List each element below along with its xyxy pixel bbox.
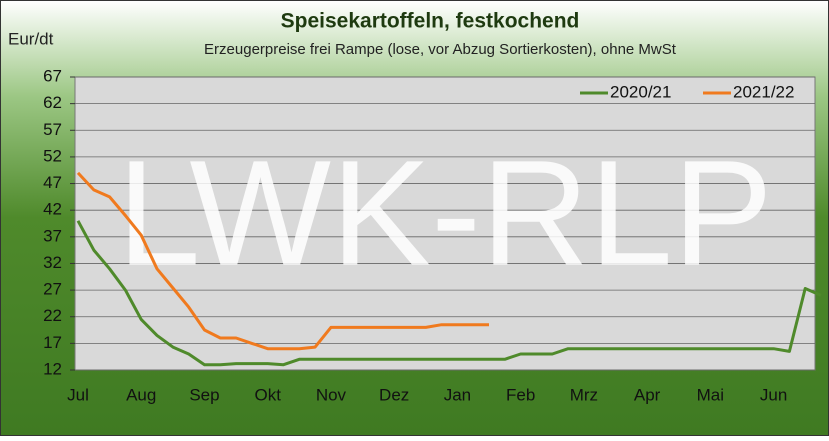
x-tick-label: Jan xyxy=(444,385,471,404)
x-tick-label: Nov xyxy=(316,385,347,404)
series-line xyxy=(76,171,489,351)
y-tick-label: 22 xyxy=(43,306,62,325)
x-tick-label: Jul xyxy=(67,385,89,404)
y-tick-label: 62 xyxy=(43,93,62,112)
y-tick-label: 42 xyxy=(43,200,62,219)
chart-title: Speisekartoffeln, festkochend xyxy=(281,10,580,33)
y-tick-label: 37 xyxy=(43,226,62,245)
y-tick-label: 47 xyxy=(43,173,62,192)
y-tick-label: 52 xyxy=(43,146,62,165)
x-tick-label: Jun xyxy=(760,385,787,404)
y-tick-label: 12 xyxy=(43,359,62,378)
watermark: LWK-RLP xyxy=(117,129,773,297)
y-tick-label: 32 xyxy=(43,253,62,272)
chart-subtitle: Erzeugerpreise frei Rampe (lose, vor Abz… xyxy=(204,41,677,58)
x-tick-label: Sep xyxy=(189,385,219,404)
y-tick-label: 57 xyxy=(43,120,62,139)
x-tick-label: Mrz xyxy=(570,385,598,404)
x-tick-label: Mai xyxy=(697,385,724,404)
x-tick-label: Apr xyxy=(634,385,661,404)
x-tick-label: Aug xyxy=(126,385,156,404)
series-line xyxy=(76,220,822,367)
y-tick-label: 17 xyxy=(43,333,62,352)
y-tick-label: 27 xyxy=(43,280,62,299)
x-tick-label: Dez xyxy=(379,385,409,404)
legend-label: 2021/22 xyxy=(733,82,794,101)
legend-label: 2020/21 xyxy=(610,82,671,101)
y-tick-label: 67 xyxy=(43,66,62,85)
y-axis-label: Eur/dt xyxy=(8,29,54,48)
x-tick-label: Okt xyxy=(254,385,281,404)
x-tick-label: Feb xyxy=(506,385,535,404)
